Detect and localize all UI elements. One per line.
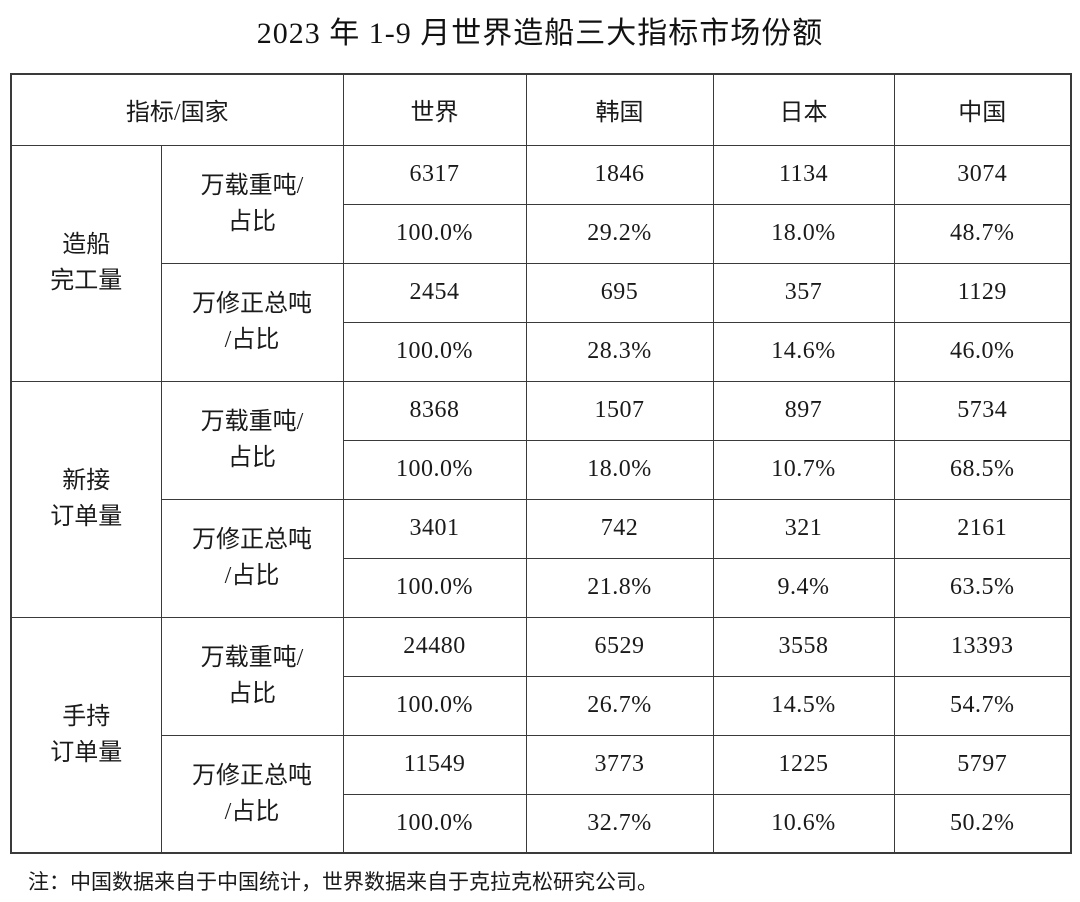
metric-label-line: 万修正总吨 [192,527,312,553]
cell-value: 1129 [893,262,1072,323]
metric-label-line: /占比 [224,327,280,353]
cell-share: 100.0% [342,439,527,500]
metric-label-line: 占比 [228,681,276,707]
cell-share: 50.2% [893,793,1072,854]
cell-share: 10.7% [712,439,895,500]
row-group-label-line: 订单量 [50,504,123,530]
cell-share: 26.7% [525,675,714,736]
table-row: 手持 订单量 万载重吨/ 占比 24480 6529 3558 13393 [10,616,1072,854]
metric-label-line: /占比 [224,563,280,589]
cell-value: 3074 [893,144,1072,205]
metric-label-cgt: 万修正总吨 /占比 [160,262,344,382]
cell-share: 100.0% [342,675,527,736]
cell-value: 5797 [893,734,1072,795]
cell-value: 897 [712,380,895,441]
cell-share: 21.8% [525,557,714,618]
metric-label-cgt: 万修正总吨 /占比 [160,498,344,618]
cell-value: 1846 [525,144,714,205]
cell-value: 24480 [342,616,527,677]
cell-share: 14.5% [712,675,895,736]
row-group-label-new-orders: 新接 订单量 [10,380,162,618]
cell-value: 6529 [525,616,714,677]
col-header-world: 世界 [342,73,527,146]
metric-label-dwt: 万载重吨/ 占比 [160,380,344,500]
metric-label-dwt: 万载重吨/ 占比 [160,144,344,264]
cell-share: 48.7% [893,203,1072,264]
row-group-label-line: 订单量 [50,739,123,766]
cell-value: 1225 [712,734,895,795]
cell-share: 9.4% [712,557,895,618]
table-row: 100.0% 28.3% 14.6% 46.0% [11,321,1072,382]
cell-share: 68.5% [893,439,1072,500]
row-group-label-completions: 造船 完工量 [10,144,162,382]
cell-share: 28.3% [525,321,714,382]
metric-label-line: 万载重吨/ [200,645,304,671]
col-header-china: 中国 [893,73,1072,146]
cell-share: 32.7% [525,793,714,854]
metric-label-line: 万载重吨/ [200,409,304,435]
row-group-label-line: 新接 [62,468,111,494]
row-group-label-orderbook: 手持 订单量 [10,616,162,854]
cell-share: 18.0% [712,203,895,264]
cell-share: 46.0% [893,321,1072,382]
corner-header: 指标/国家 [10,73,344,146]
metric-label-line: /占比 [224,798,280,825]
table-row: 造船 完工量 万载重吨/ 占比 6317 1846 1134 3074 [10,144,1072,382]
metric-label-line: 万修正总吨 [192,762,312,789]
cell-share: 63.5% [893,557,1072,618]
page-title: 2023 年 1-9 月世界造船三大指标市场份额 [256,17,824,50]
row-group-label-line: 造船 [62,232,111,258]
table-row: 100.0% 26.7% 14.5% 54.7% [11,675,1072,736]
cell-share: 54.7% [893,675,1072,736]
cell-value: 357 [712,262,895,323]
cell-value: 3401 [342,498,527,559]
table-row: 100.0% 21.8% 9.4% 63.5% [11,557,1072,618]
cell-share: 100.0% [342,793,527,854]
table-row: 万修正总吨 /占比 3401 742 321 2161 [11,498,1072,618]
cell-value: 13393 [893,616,1072,677]
metric-label-line: 万修正总吨 [192,291,312,317]
cell-value: 2454 [342,262,527,323]
cell-share: 10.6% [712,793,895,854]
table-row: 万修正总吨 /占比 2454 695 357 1129 [11,262,1072,382]
cell-share: 29.2% [525,203,714,264]
cell-value: 11549 [342,734,527,795]
table-header-row: 指标/国家 世界 韩国 日本 中国 [10,73,1072,146]
cell-value: 1507 [525,380,714,441]
row-group-label-line: 完工量 [50,268,123,294]
market-share-table: 指标/国家 世界 韩国 日本 中国 造船 完工量 万载重吨/ 占比 6317 1… [10,73,1073,854]
cell-share: 18.0% [525,439,714,500]
cell-value: 6317 [342,144,527,205]
table-row: 100.0% 32.7% 10.6% 50.2% [11,793,1072,854]
table-row: 万修正总吨 /占比 11549 3773 1225 5797 [11,734,1072,854]
metric-label-line: 占比 [228,209,276,235]
cell-share: 14.6% [712,321,895,382]
cell-value: 321 [712,498,895,559]
row-group-label-line: 手持 [62,703,111,730]
cell-value: 695 [525,262,714,323]
cell-value: 1134 [712,144,895,205]
metric-label-dwt: 万载重吨/ 占比 [160,616,344,736]
cell-share: 100.0% [342,557,527,618]
cell-value: 3558 [712,616,895,677]
cell-value: 2161 [893,498,1072,559]
table-row: 100.0% 18.0% 10.7% 68.5% [11,439,1072,500]
cell-share: 100.0% [342,321,527,382]
cell-value: 742 [525,498,714,559]
metric-label-cgt: 万修正总吨 /占比 [160,734,344,854]
cell-value: 3773 [525,734,714,795]
cell-share: 100.0% [342,203,527,264]
metric-label-line: 万载重吨/ [200,173,304,199]
table-row: 新接 订单量 万载重吨/ 占比 8368 1507 897 5734 [10,380,1072,618]
source-note: 注：中国数据来自于中国统计，世界数据来自于克拉克松研究公司。 [28,870,658,894]
col-header-japan: 日本 [712,73,895,146]
cell-value: 8368 [342,380,527,441]
col-header-korea: 韩国 [525,73,714,146]
metric-label-line: 占比 [228,445,276,471]
cell-value: 5734 [893,380,1072,441]
